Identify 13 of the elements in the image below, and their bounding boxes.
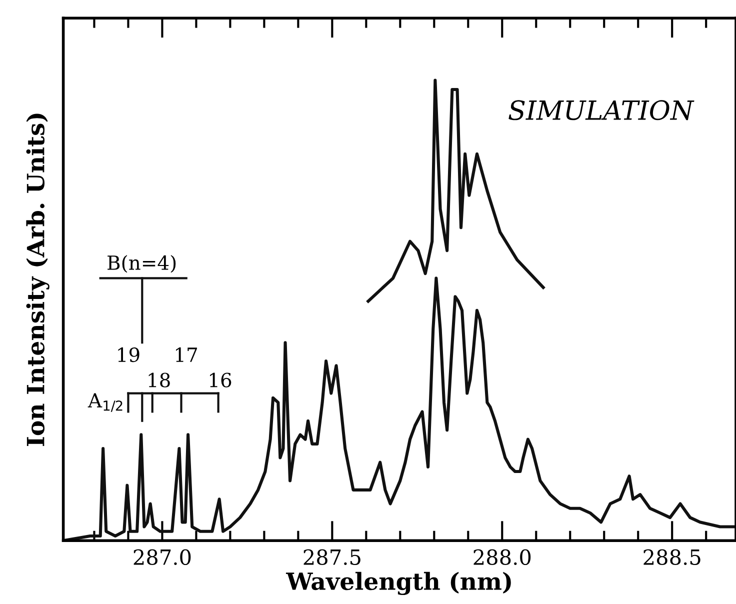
annotation: 17 (176, 347, 197, 362)
annotation: A$_{1/2}$ (88, 393, 122, 412)
x-axis-title: Wavelength (nm) (286, 572, 511, 596)
x-tick-label: 288.0 (474, 549, 531, 566)
x-tick-label: 287.0 (134, 549, 191, 566)
x-tick-label: 287.5 (304, 549, 360, 566)
y-axis-title: Ion Intensity (Arb. Units) (26, 114, 50, 446)
annotation: 19 (118, 347, 140, 362)
annotation: SIMULATION (508, 100, 694, 120)
annotation: 16 (210, 372, 232, 388)
annotation: B(n=4) (108, 254, 176, 273)
x-tick-label: 288.5 (644, 549, 700, 566)
annotation: 18 (148, 372, 170, 388)
